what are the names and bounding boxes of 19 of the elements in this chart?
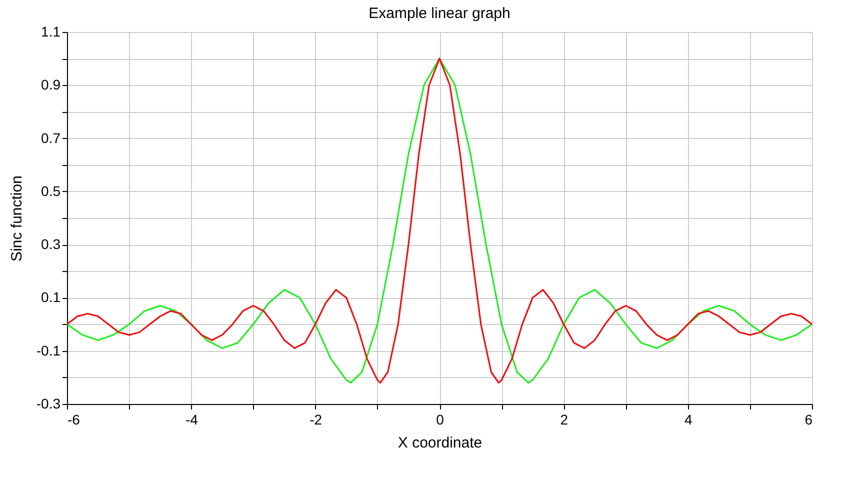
x-axis-title: X coordinate [398, 434, 482, 452]
x-tick-label: 6 [804, 412, 813, 428]
x-tick-label: -4 [185, 412, 198, 428]
x-tick-label: 4 [684, 412, 692, 428]
y-tick-label: 0.5 [41, 182, 61, 199]
x-tick-label: -2 [310, 412, 322, 428]
y-tick-label: 0.1 [41, 289, 61, 306]
x-tick-label: 2 [560, 412, 568, 428]
x-tick-label: -6 [68, 412, 80, 428]
y-tick-label: 0.3 [41, 236, 61, 252]
y-tick-label: -0.1 [36, 342, 61, 358]
line-series [67, 58, 812, 384]
y-axis-title: Sinc function [8, 176, 26, 262]
chart-title: Example linear graph [368, 5, 510, 22]
y-tick-label: -0.3 [36, 396, 61, 412]
y-tick-label: 1.1 [41, 24, 61, 40]
x-tick-label: 0 [436, 412, 444, 428]
y-tick-label: 0.9 [41, 76, 61, 93]
y-tick-label: 0.7 [41, 130, 61, 146]
